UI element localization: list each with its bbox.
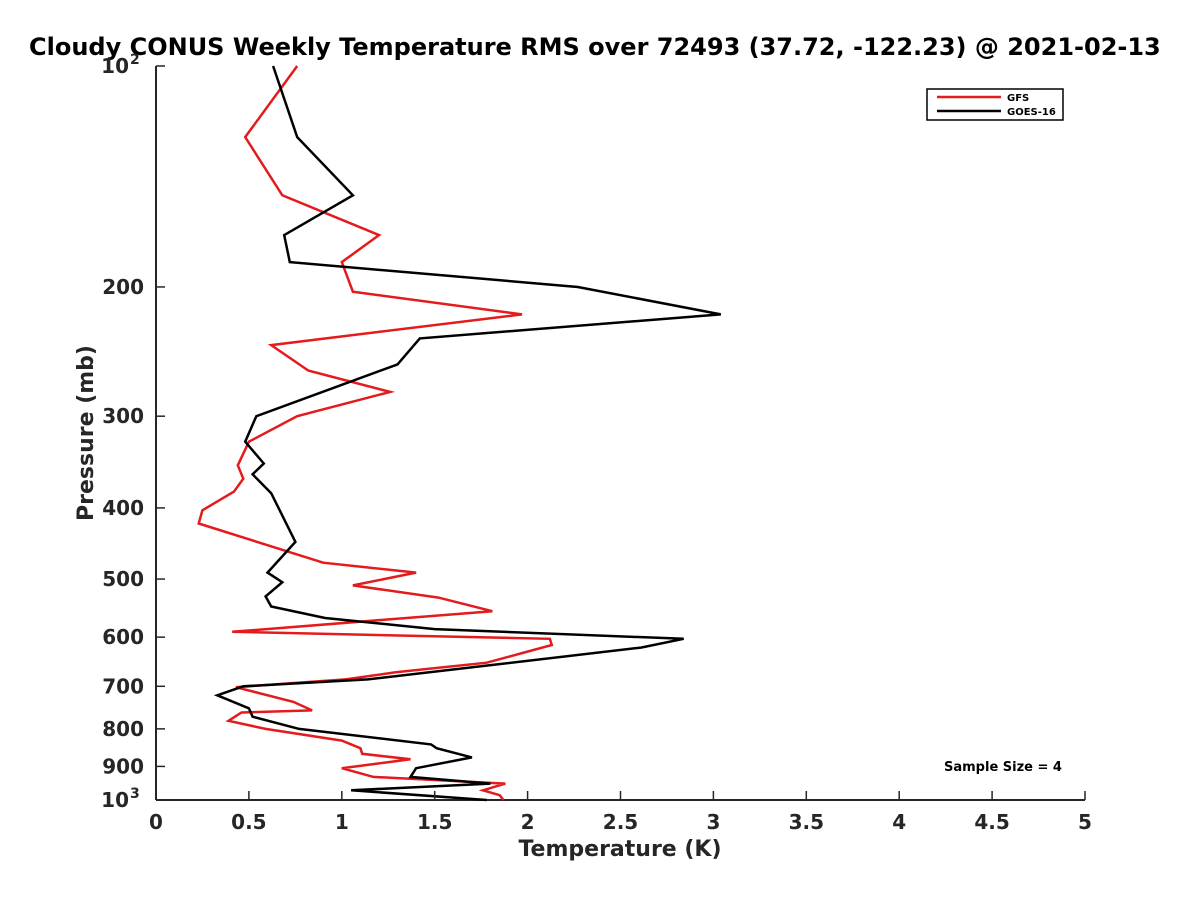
x-tick-label: 3.5: [789, 810, 824, 834]
sample-size-annotation: Sample Size = 4: [944, 760, 1062, 775]
x-tick-label: 3: [706, 810, 720, 834]
x-tick-label: 0: [149, 810, 163, 834]
legend-entries: GFS GOES-16: [937, 93, 1056, 118]
y-tick-label: 400: [102, 496, 144, 520]
legend-box: [926, 88, 1064, 121]
x-tick-label: 1: [335, 810, 349, 834]
y-tick-label: 10: [101, 788, 129, 812]
y-tick-label: 700: [102, 674, 144, 698]
x-tick-label: 5: [1078, 810, 1092, 834]
x-tick-label: 4.5: [974, 810, 1009, 834]
x-tick-label: 2.5: [603, 810, 638, 834]
y-tick-label: 300: [102, 404, 144, 428]
x-axis-label: Temperature (K): [518, 837, 721, 862]
y-tick-label: 500: [102, 567, 144, 591]
y-tick-label: 200: [102, 275, 144, 299]
y-tick-exponent: 2: [130, 52, 140, 68]
legend-label: GOES-16: [1007, 107, 1056, 118]
y-axis-label: Pressure (mb): [74, 345, 99, 521]
series-layer: [197, 65, 722, 802]
series-line-goes-16: [213, 65, 722, 802]
y-tick-label: 600: [102, 625, 144, 649]
x-tick-label: 1.5: [417, 810, 452, 834]
plot-area: 0 0.5 1 1.5 2 2.5 3 3.5 4 4.5 5 10 2200300400500600…: [101, 52, 1092, 834]
x-tick-label: 2: [521, 810, 535, 834]
y-tick-label: 800: [102, 717, 144, 741]
chart-title: Cloudy CONUS Weekly Temperature RMS over…: [29, 33, 1161, 61]
x-tick-label: 4: [892, 810, 906, 834]
x-tick-label: 0.5: [231, 810, 266, 834]
y-tick-label: 10: [101, 54, 129, 78]
x-ticks: 0 0.5 1 1.5 2 2.5 3 3.5 4 4.5 5: [149, 791, 1092, 834]
y-tick-label: 900: [102, 754, 144, 778]
legend: GFS GOES-16: [926, 88, 1064, 121]
legend-label: GFS: [1007, 93, 1029, 104]
y-tick-exponent: 3: [130, 786, 140, 802]
